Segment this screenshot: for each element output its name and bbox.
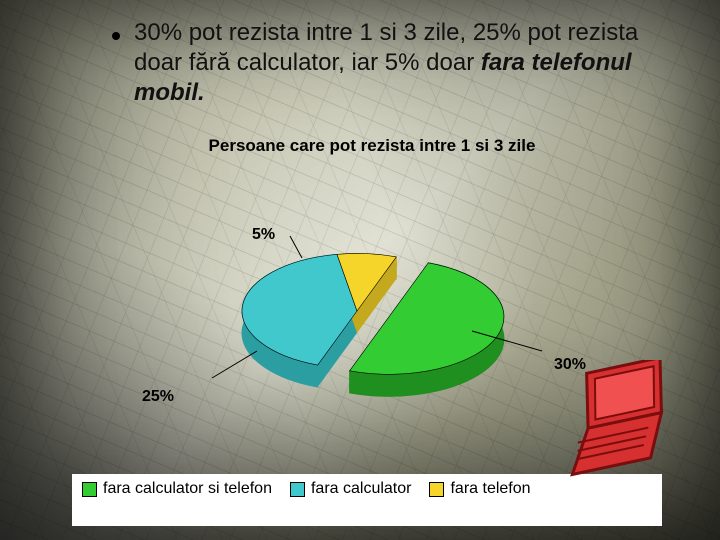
chart-title: Persoane care pot rezista intre 1 si 3 z… [86,136,658,156]
bullet-dot-icon [112,32,120,40]
label-leader-line [212,351,257,378]
legend-item: fara calculator si telefon [82,480,272,498]
legend-swatch [429,482,444,497]
laptop-decor-icon [542,360,692,480]
legend-row: fara calculator si telefon fara calculato… [82,480,652,498]
legend-item: fara calculator [290,480,412,498]
chart-legend: fara calculator si telefon fara calculato… [72,474,662,526]
pie-slice-label: 25% [142,388,174,406]
legend-label: fara calculator si telefon [103,480,272,498]
slide-content: 30% pot rezista intre 1 si 3 zile, 25% p… [0,0,720,540]
legend-label: fara calculator [311,480,412,498]
pie-slice-label: 5% [252,226,275,244]
label-leader-line [290,236,302,258]
legend-label: fara telefon [450,480,530,498]
bullet-paragraph: 30% pot rezista intre 1 si 3 zile, 25% p… [100,18,660,108]
legend-item: fara telefon [429,480,530,498]
legend-swatch [82,482,97,497]
bullet-text: 30% pot rezista intre 1 si 3 zile, 25% p… [134,18,660,108]
legend-swatch [290,482,305,497]
